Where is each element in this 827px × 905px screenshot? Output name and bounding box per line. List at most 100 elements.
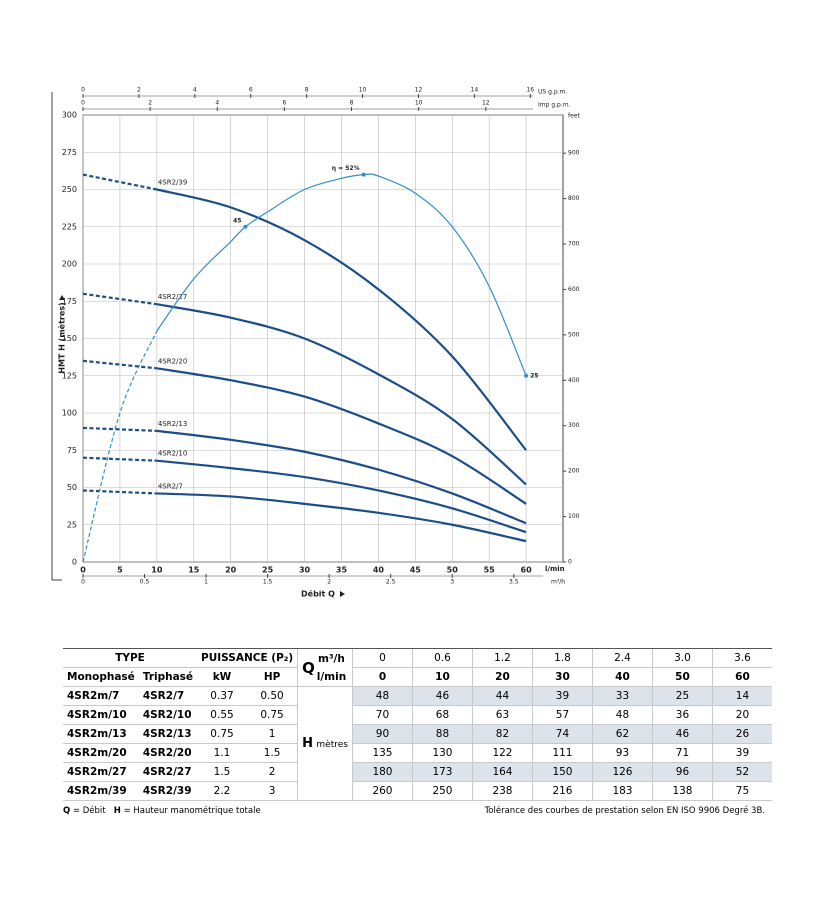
model-tri: 4SR2/39 bbox=[138, 781, 198, 801]
bottom-axis-tick-label: 2 bbox=[327, 579, 331, 586]
x2-unit-label: m³/h bbox=[551, 579, 565, 586]
y2-tick-label: 500 bbox=[568, 331, 580, 338]
bottom-axis-tick-label: 0.5 bbox=[140, 579, 150, 586]
pump-curve bbox=[156, 367, 527, 505]
y2-tick-label: 400 bbox=[568, 377, 580, 384]
power-kw: 1.1 bbox=[197, 743, 247, 763]
top-axis-tick-label: 8 bbox=[350, 100, 354, 107]
series-label: 4SR2/39 bbox=[158, 179, 187, 187]
efficiency-label: 25 bbox=[530, 372, 538, 379]
head-value: 70 bbox=[351, 705, 413, 725]
head-value: 111 bbox=[531, 743, 593, 763]
series-label: 4SR2/20 bbox=[158, 357, 187, 365]
flow-lmin: 50 bbox=[651, 667, 713, 687]
axis-arrow bbox=[340, 591, 345, 597]
pump-curve bbox=[156, 492, 527, 543]
header: PUISSANCE (P₂) bbox=[197, 648, 298, 668]
fn-text: = Hauteur manométrique totale bbox=[123, 806, 261, 816]
y-tick-label: 200 bbox=[62, 260, 77, 269]
power-hp: 3 bbox=[246, 781, 298, 801]
fn-text: = Débit bbox=[72, 806, 106, 816]
head-value: 14 bbox=[711, 686, 772, 706]
table-row: 4SR2m/39 4SR2/39 2.2 3 260 250 238 216 183 138 75 bbox=[63, 781, 772, 801]
y2-tick-label: 100 bbox=[568, 513, 580, 520]
power-hp: 2 bbox=[246, 762, 298, 782]
model-mono: 4SR2m/20 bbox=[63, 743, 139, 763]
y-tick-label: 225 bbox=[62, 222, 77, 231]
y2-tick-label: 900 bbox=[568, 150, 580, 157]
model-mono: 4SR2m/7 bbox=[63, 686, 139, 706]
top-axis-tick-label: 10 bbox=[359, 87, 367, 94]
head-value: 52 bbox=[711, 762, 772, 782]
flow-lmin: 40 bbox=[591, 667, 653, 687]
x-tick-label: 30 bbox=[299, 566, 311, 575]
head-value: 126 bbox=[591, 762, 653, 782]
head-value: 82 bbox=[471, 724, 533, 744]
pump-curve bbox=[156, 459, 527, 534]
top-axis-tick-label: 4 bbox=[193, 87, 197, 94]
x-tick-label: 25 bbox=[262, 566, 274, 575]
axis-arrow bbox=[59, 295, 65, 300]
flow-lmin: 0 bbox=[351, 667, 413, 687]
table-row: 4SR2m/10 4SR2/10 0.55 0.75 70 68 63 57 48 36 20 bbox=[63, 705, 772, 725]
y2-tick-label: 0 bbox=[568, 559, 572, 566]
power-kw: 2.2 bbox=[197, 781, 247, 801]
data-table: TYPE PUISSANCE (P₂) Q m³/h l/min 0 0.6 1.2… bbox=[63, 648, 772, 801]
y2-tick-label: 700 bbox=[568, 241, 580, 248]
header: HP bbox=[246, 667, 298, 687]
head-value: 44 bbox=[471, 686, 533, 706]
footnote: Q = Débit H = Hauteur manométrique total… bbox=[63, 806, 261, 816]
head-value: 57 bbox=[531, 705, 593, 725]
power-hp: 0.50 bbox=[246, 686, 298, 706]
header: kW bbox=[197, 667, 247, 687]
pump-curve bbox=[156, 429, 527, 525]
top-axis-tick-label: 6 bbox=[282, 100, 286, 107]
table-row: 4SR2m/7 4SR2/7 0.37 0.50 H mètres 48 46 44 39 33 2… bbox=[63, 686, 772, 801]
model-tri: 4SR2/7 bbox=[138, 686, 198, 706]
table-row: 4SR2m/27 4SR2/27 1.5 2 180 173 164 150 126 96 52 bbox=[63, 762, 772, 782]
tolerance-note: Tolérance des courbes de prestation selo… bbox=[484, 806, 765, 816]
head-value: 48 bbox=[591, 705, 653, 725]
x-unit-label: l/min bbox=[545, 565, 565, 573]
header: Monophasé bbox=[63, 667, 139, 687]
head-value: 173 bbox=[411, 762, 473, 782]
top-axis-tick-label: 8 bbox=[305, 87, 309, 94]
head-value: 183 bbox=[591, 781, 653, 801]
flow-m3h: 2.4 bbox=[591, 648, 653, 668]
fn-symbol: Q bbox=[63, 806, 71, 816]
head-value: 46 bbox=[651, 724, 713, 744]
flow-m3h: 3.0 bbox=[651, 648, 713, 668]
head-value: 164 bbox=[471, 762, 533, 782]
flow-lmin: 60 bbox=[711, 667, 772, 687]
model-mono: 4SR2m/13 bbox=[63, 724, 139, 744]
head-value: 88 bbox=[411, 724, 473, 744]
x-tick-label: 15 bbox=[188, 566, 200, 575]
x-tick-label: 0 bbox=[80, 566, 86, 575]
top-unit-label: US g.p.m. bbox=[538, 89, 567, 96]
head-value: 138 bbox=[651, 781, 713, 801]
y2-tick-label: 800 bbox=[568, 195, 580, 202]
top-axis-tick-label: 12 bbox=[482, 100, 490, 107]
top-axis-tick-label: 4 bbox=[215, 100, 219, 107]
top-axis-tick-label: 2 bbox=[137, 87, 141, 94]
y2-tick-label: 300 bbox=[568, 422, 580, 429]
power-hp: 1 bbox=[246, 724, 298, 744]
top-unit-label: Imp g.p.m. bbox=[538, 102, 571, 109]
y-tick-label: 175 bbox=[62, 297, 77, 306]
y-tick-label: 100 bbox=[62, 409, 77, 418]
top-axis-tick-label: 16 bbox=[526, 87, 534, 94]
x-tick-label: 5 bbox=[117, 566, 123, 575]
x-tick-label: 45 bbox=[410, 566, 422, 575]
model-mono: 4SR2m/39 bbox=[63, 781, 139, 801]
y2-tick-label: 200 bbox=[568, 468, 580, 475]
y-tick-label: 300 bbox=[62, 111, 77, 120]
power-kw: 0.55 bbox=[197, 705, 247, 725]
x-axis-label: Débit Q bbox=[301, 589, 335, 599]
x-tick-label: 20 bbox=[225, 566, 237, 575]
head-value: 26 bbox=[711, 724, 772, 744]
y2-unit-label: feet bbox=[568, 113, 580, 120]
head-value: 25 bbox=[651, 686, 713, 706]
head-value: 62 bbox=[591, 724, 653, 744]
x-tick-label: 35 bbox=[336, 566, 348, 575]
q-symbol: Q bbox=[302, 658, 315, 677]
